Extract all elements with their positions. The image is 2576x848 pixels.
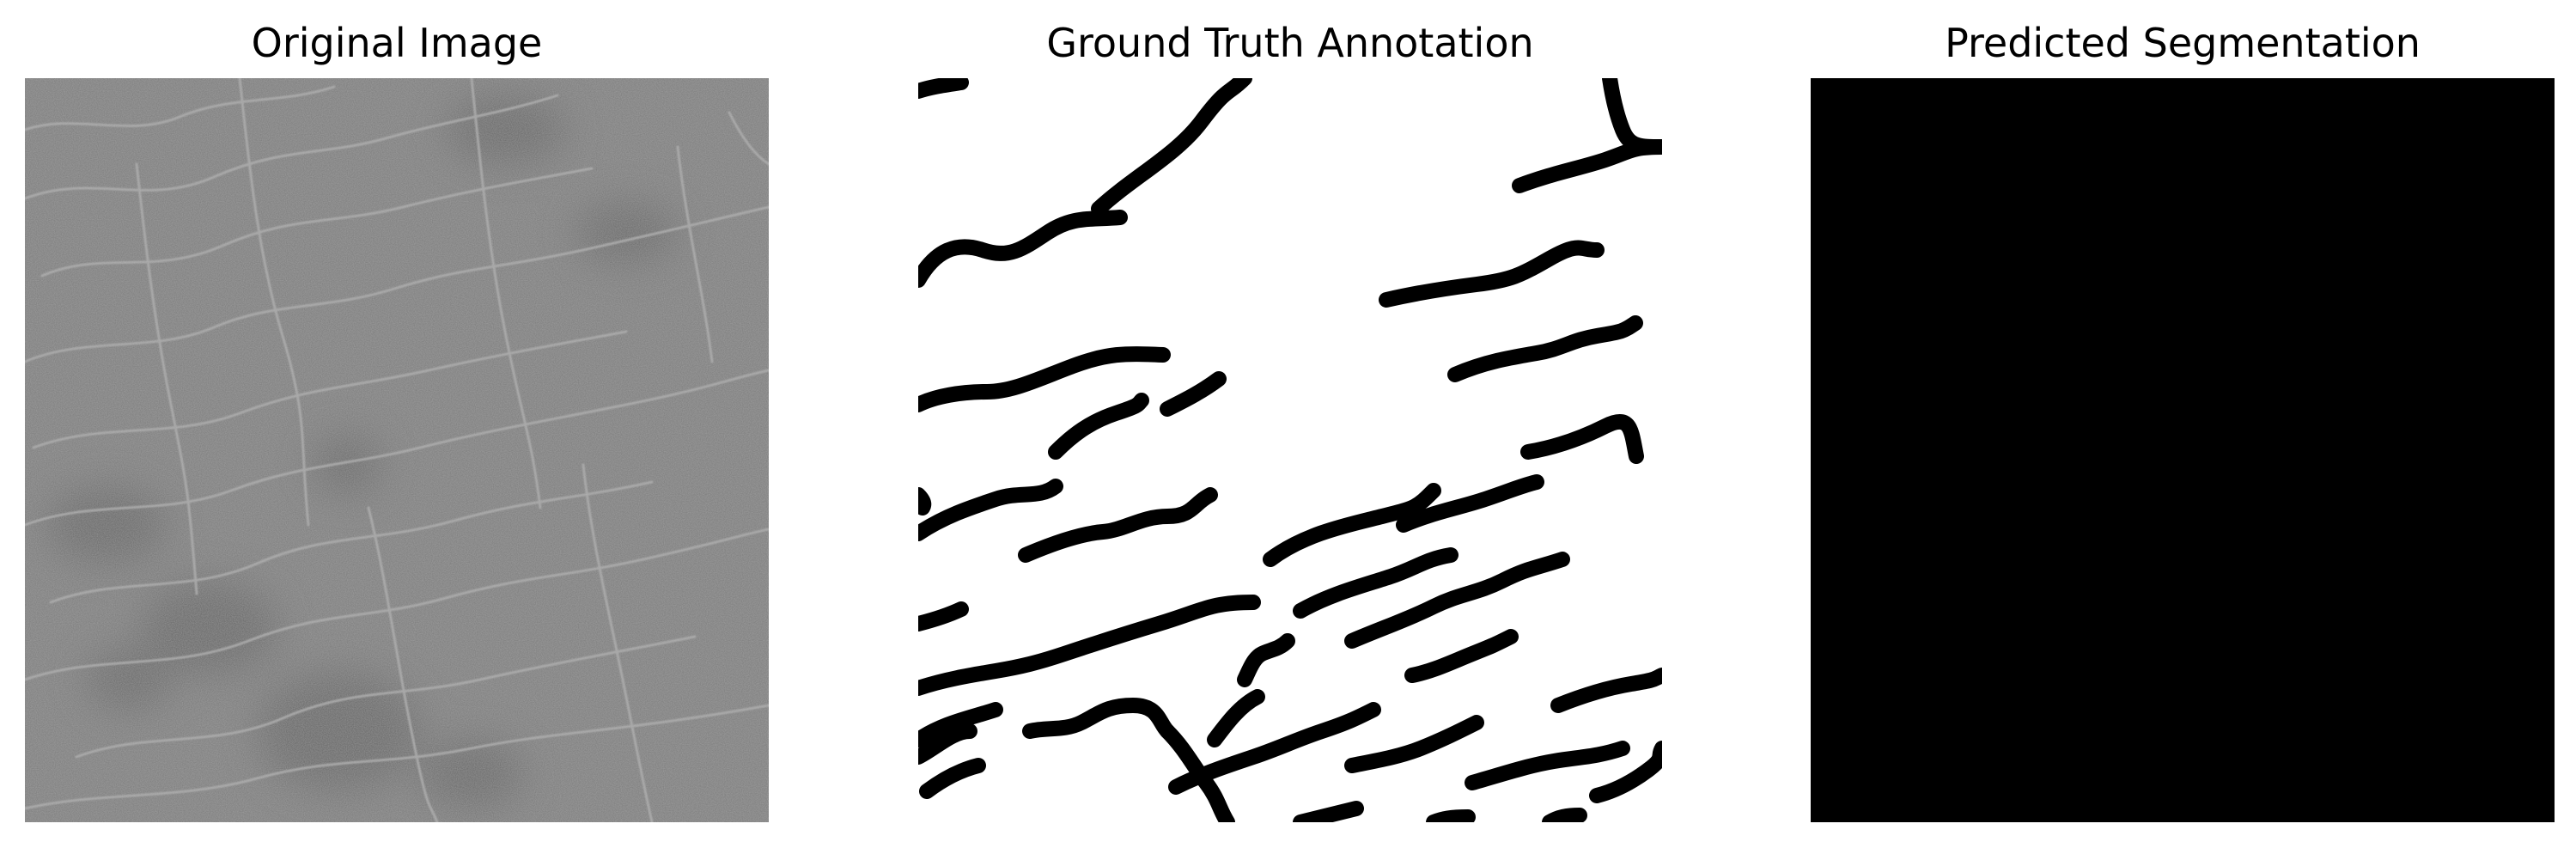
- predicted-mask: [1811, 78, 2555, 822]
- panel-original-image: Original Image: [25, 0, 769, 848]
- panel-ground-truth: Ground Truth Annotation: [918, 0, 1662, 848]
- panel-title: Predicted Segmentation: [1945, 20, 2421, 66]
- panel-title: Ground Truth Annotation: [1046, 20, 1534, 66]
- original-image: [25, 78, 769, 822]
- panel-title: Original Image: [251, 20, 543, 66]
- panel-predicted-segmentation: Predicted Segmentation: [1811, 0, 2555, 848]
- ground-truth-mask: [918, 78, 1662, 822]
